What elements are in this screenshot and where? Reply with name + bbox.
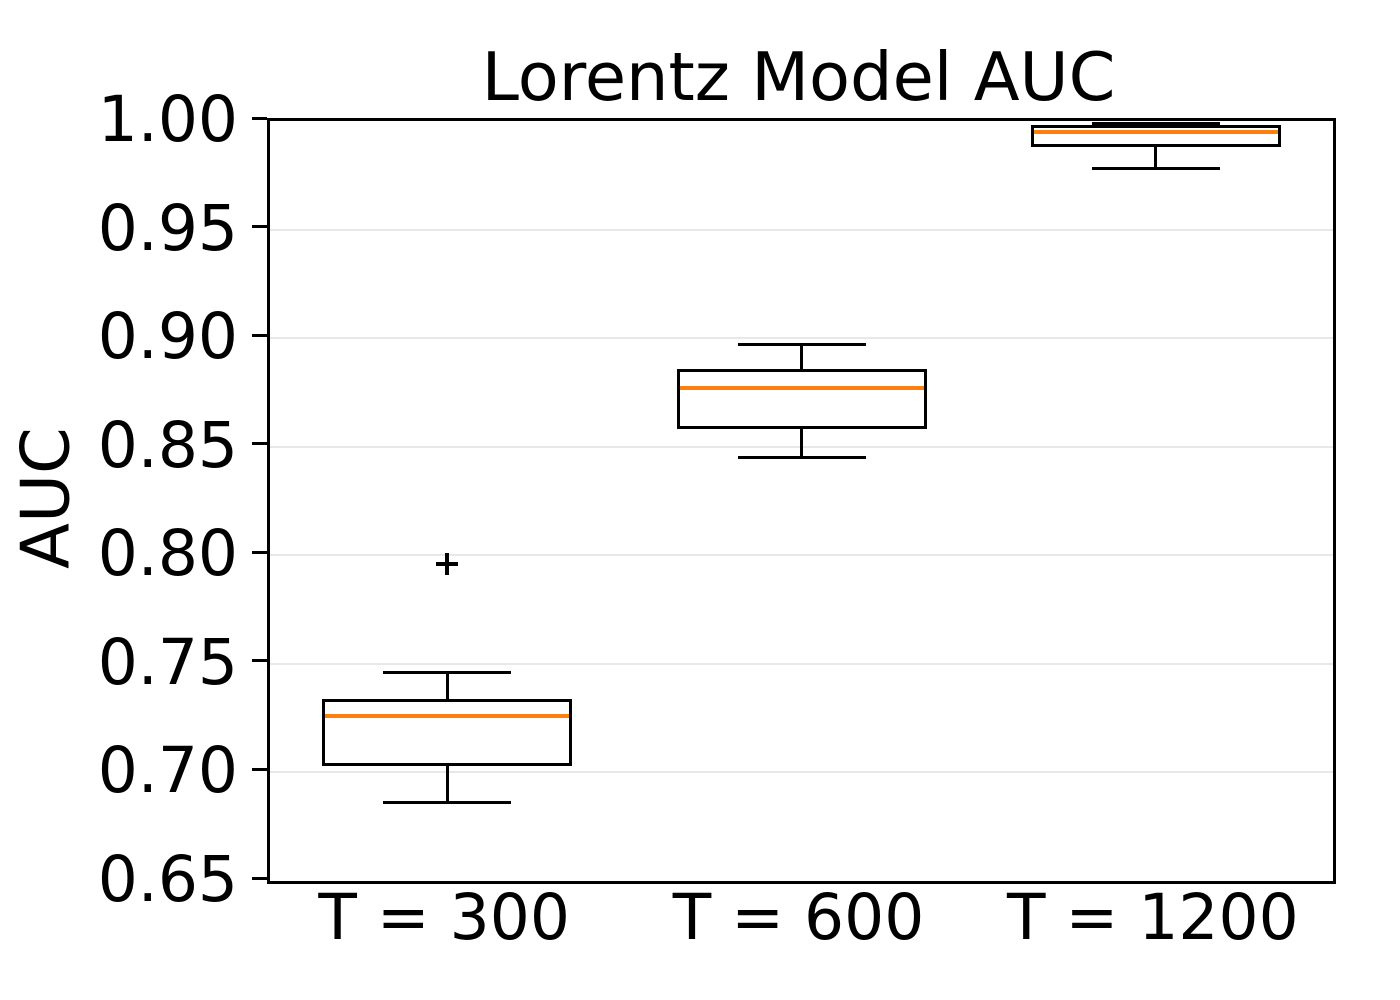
y-tick-label: 0.90 [97, 300, 238, 374]
y-tick-mark [252, 550, 267, 554]
whisker-upper-cap [383, 671, 512, 675]
median-line [325, 713, 570, 718]
y-tick-mark [252, 767, 267, 771]
y-tick-mark [252, 333, 267, 337]
x-tick-label: T = 1200 [1007, 881, 1299, 954]
box-T1200 [1030, 125, 1281, 148]
whisker-upper-cap [737, 343, 866, 347]
whisker-lower-cap [1091, 167, 1220, 171]
y-tick-mark [252, 116, 267, 120]
y-gridline [270, 662, 1333, 665]
y-tick-label: 0.75 [97, 625, 238, 699]
whisker-lower-line [800, 429, 803, 458]
whisker-upper-line [800, 344, 803, 369]
chart-title: Lorentz Model AUC [481, 38, 1116, 116]
y-tick-mark [252, 659, 267, 663]
y-gridline [270, 337, 1333, 340]
y-tick-mark [252, 442, 267, 446]
x-tick-label: T = 600 [672, 881, 925, 954]
whisker-lower-line [1154, 147, 1158, 169]
box-T300 [322, 698, 573, 766]
y-tick-label: 0.95 [97, 191, 238, 265]
median-line [679, 386, 924, 391]
median-line [1033, 129, 1278, 134]
whisker-lower-line [445, 765, 449, 803]
box-T600 [676, 368, 927, 430]
y-tick-mark [252, 225, 267, 229]
outlier-plus-marker [445, 552, 449, 575]
y-tick-mark [252, 876, 267, 880]
y-tick-label: 1.00 [97, 83, 238, 156]
whisker-upper-cap [1091, 121, 1220, 125]
whisker-lower-cap [383, 801, 512, 805]
y-gridline [270, 771, 1333, 774]
y-gridline [270, 554, 1333, 557]
x-tick-label: T = 300 [318, 881, 570, 954]
y-tick-label: 0.80 [97, 517, 238, 591]
y-tick-label: 0.70 [97, 734, 238, 808]
y-gridline [270, 228, 1333, 231]
y-tick-label: 0.85 [97, 408, 238, 482]
whisker-upper-line [445, 672, 449, 699]
y-tick-label: 0.65 [97, 843, 238, 916]
whisker-lower-cap [737, 456, 866, 460]
plot-area [267, 118, 1336, 884]
